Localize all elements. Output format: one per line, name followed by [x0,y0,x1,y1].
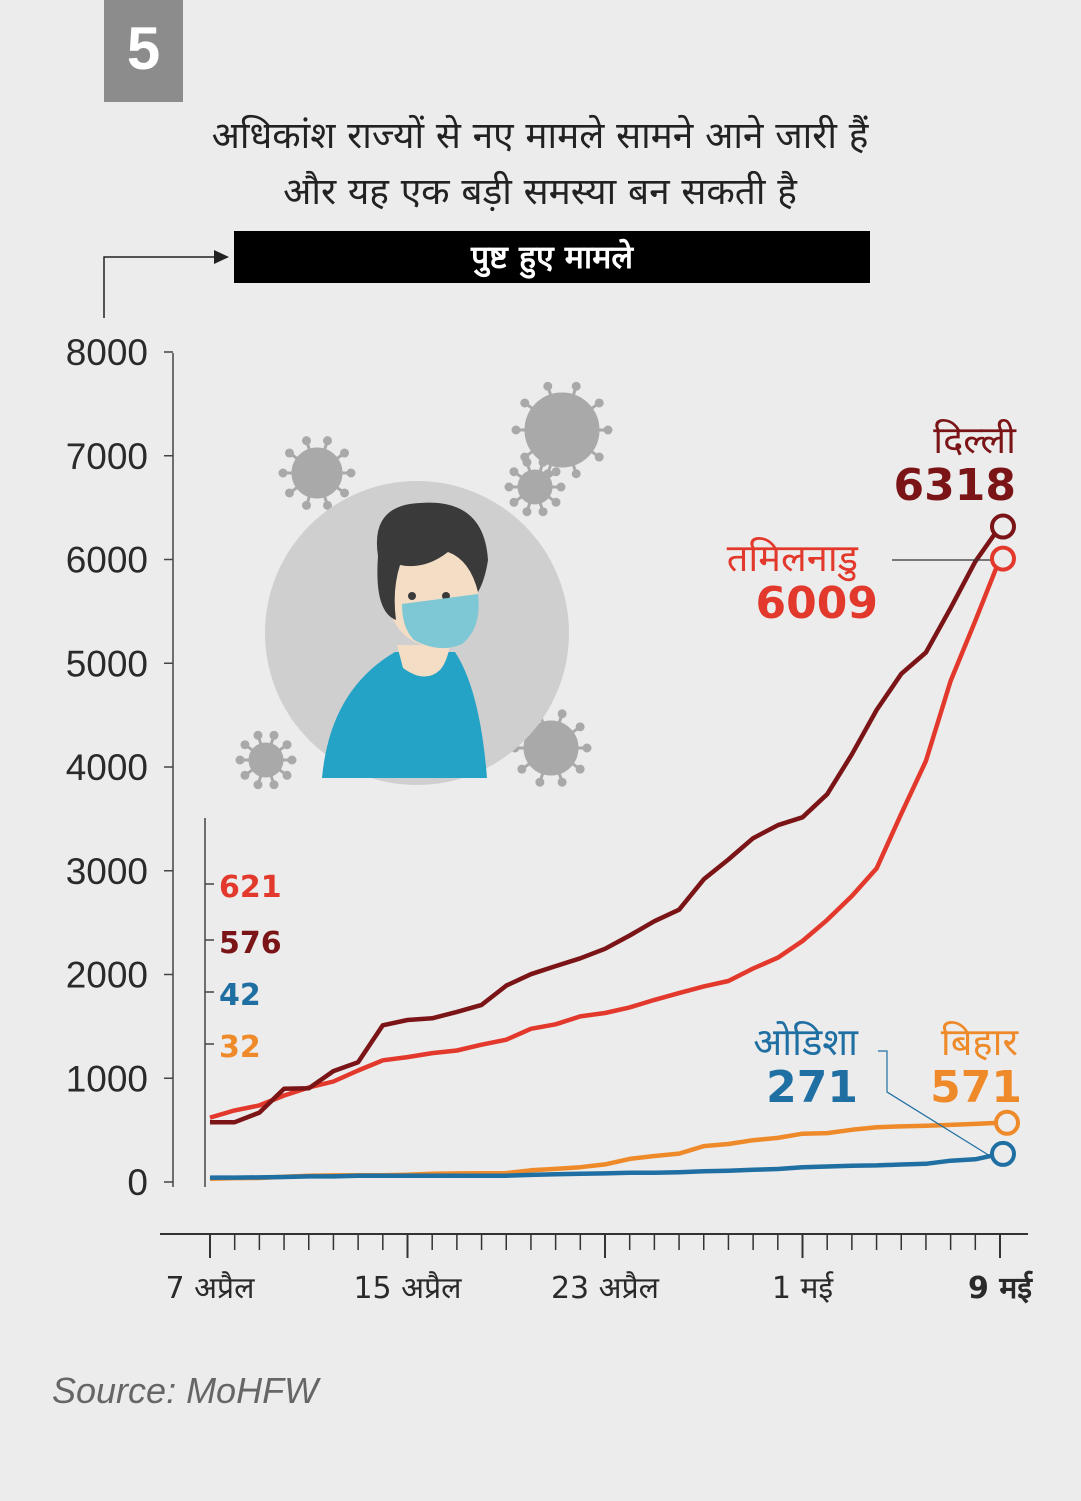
odisha-line [210,1151,1001,1180]
x-tick-label: 1 मई [772,1271,835,1306]
end-point-marker [990,545,1016,572]
end-point-marker [990,1140,1016,1167]
x-tick-label: 7 अप्रैल [166,1271,256,1306]
end-point-marker [990,513,1016,540]
odisha-connector [878,1050,991,1157]
chart-title: अधिकांश राज्यों से नए मामले सामने आने जा… [60,108,1020,220]
bihar-value-label: 571 [930,1062,1022,1113]
chart-subtitle-bar: पुष्ट हुए मामले [234,231,870,283]
y-tick-label: 4000 [66,747,148,788]
arrow-icon [103,250,229,318]
odisha-value-label: 271 [766,1062,858,1113]
tamilnadu-value-label: 6009 [756,578,878,629]
start-value-label: 621 [219,870,282,905]
tamilnadu-name-label: तमिलनाडु [727,536,859,582]
y-tick-label: 6000 [66,540,148,581]
masked-person-icon [322,502,488,778]
end-point-marker [994,1109,1020,1136]
section-number-badge: 5 [104,0,183,102]
y-tick-label: 5000 [66,643,148,684]
bihar-name-label: बिहार [941,1020,1020,1064]
delhi-line [210,525,1002,1125]
start-value-label: 42 [219,978,261,1013]
y-tick-label: 2000 [66,955,148,996]
chart-title-line-1: अधिकांश राज्यों से नए मामले सामने आने जा… [211,114,869,157]
start-value-label: 576 [219,926,282,961]
y-tick-label: 0 [127,1162,148,1203]
odisha-name-label: ओडिशा [753,1020,859,1064]
delhi-value-label: 6318 [894,460,1016,511]
x-tick-label: 15 अप्रैल [353,1271,462,1306]
y-tick-label: 1000 [66,1058,148,1099]
bihar-line [209,1120,1001,1181]
tamilnadu-line [209,557,1003,1120]
y-tick-label: 3000 [66,851,148,892]
y-tick-label: 8000 [66,332,148,373]
source-note: Source: MoHFW [52,1370,319,1411]
start-value-label: 32 [219,1030,261,1065]
chart-subtitle: पुष्ट हुए मामले [470,238,634,276]
delhi-name-label: दिल्ली [933,418,1017,462]
chart-title-line-2: और यह एक बड़ी समस्या बन सकती है [283,170,797,213]
y-tick-label: 7000 [66,436,148,477]
x-tick-label: 9 मई [968,1270,1033,1306]
x-tick-label: 23 अप्रैल [551,1271,660,1306]
